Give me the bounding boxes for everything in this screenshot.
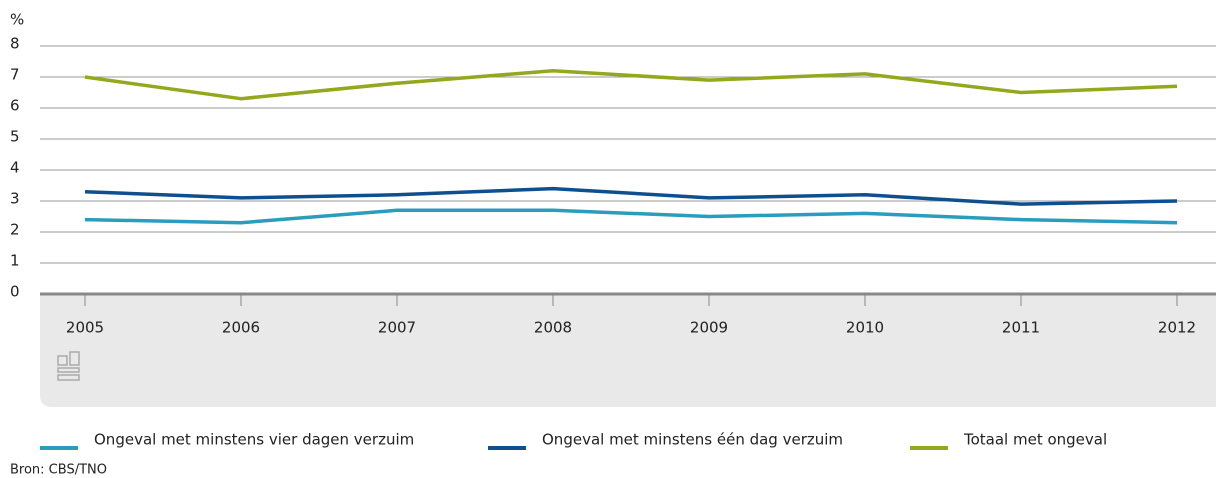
y-tick-label: 7 (10, 66, 20, 84)
x-tick-label: 2006 (222, 319, 260, 337)
y-tick-label: 8 (10, 35, 20, 53)
x-tick-label: 2012 (1158, 319, 1196, 337)
legend-label: Ongeval met minstens vier dagen verzuim (94, 431, 414, 449)
cbs-logo (57, 351, 80, 381)
series-line (84, 69, 1178, 101)
y-tick-label: 0 (10, 283, 20, 301)
y-axis-label: % (10, 11, 24, 29)
series-line (84, 208, 1178, 225)
x-tick-label: 2009 (690, 319, 728, 337)
x-tick-label: 2010 (846, 319, 884, 337)
x-tick-label: 2007 (378, 319, 416, 337)
source: Bron: CBS/TNO (10, 463, 107, 478)
y-tick-label: 3 (10, 190, 20, 208)
legend-label: Ongeval met minstens één dag verzuim (542, 431, 843, 449)
y-tick-label: 2 (10, 221, 20, 239)
x-tick-label: 2008 (534, 319, 572, 337)
x-axis-band (40, 294, 1216, 407)
y-tick-label: 4 (10, 159, 20, 177)
y-tick-label: 6 (10, 97, 20, 115)
y-tick-label: 5 (10, 128, 20, 146)
series-line (84, 186, 1178, 206)
x-tick-label: 2005 (66, 319, 104, 337)
x-tick-label: 2011 (1002, 319, 1040, 337)
legend-label: Totaal met ongeval (963, 431, 1107, 449)
y-tick-label: 1 (10, 252, 20, 270)
